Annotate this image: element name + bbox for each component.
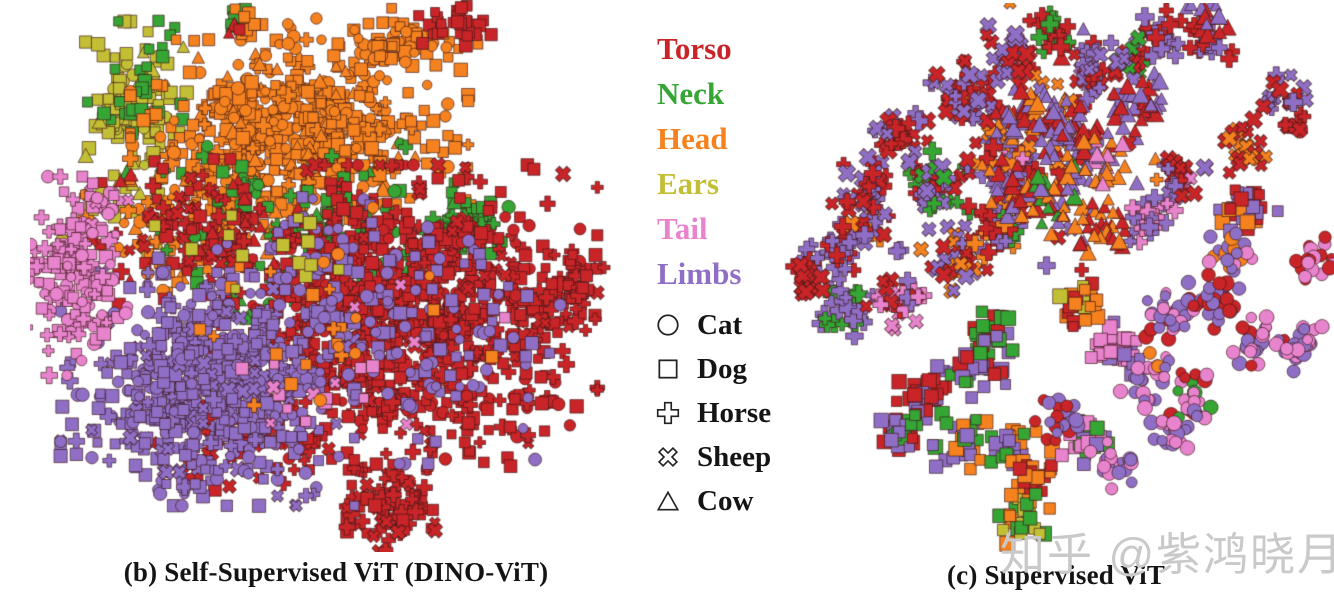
triangle-marker-icon xyxy=(655,488,685,514)
legend-animal-sheep: Sheep xyxy=(655,435,771,479)
circle-marker-icon xyxy=(655,312,685,338)
legend-animal-label: Dog xyxy=(697,352,747,385)
dino-vit-scatter-plot xyxy=(30,0,642,552)
legend-part-head: Head xyxy=(657,121,728,156)
zhihu-watermark: 知乎 @紫鸿晓月 xyxy=(1000,529,1334,580)
square-marker-icon xyxy=(655,356,685,382)
legend-animal-horse: Horse xyxy=(655,391,771,435)
caption-dino-vit: (b) Self-Supervised ViT (DINO-ViT) xyxy=(123,557,549,587)
plus-cross-marker-icon xyxy=(655,400,685,426)
legend-part-ears: Ears xyxy=(657,166,719,201)
supervised-vit-scatter-plot xyxy=(778,3,1334,559)
animal-shape-legend: Cat Dog Horse Sheep Cow xyxy=(655,303,771,523)
legend-part-torso: Torso xyxy=(657,31,732,66)
legend-animal-label: Cow xyxy=(697,484,754,517)
legend-animal-label: Sheep xyxy=(697,440,772,473)
part-color-legend: Torso Neck Head Ears Tail Limbs xyxy=(657,26,741,296)
legend-animal-cow: Cow xyxy=(655,479,771,523)
legend-part-limbs: Limbs xyxy=(657,256,742,291)
legend-animal-cat: Cat xyxy=(655,303,771,347)
caption-supervised-vit: (c) Supervised ViT xyxy=(946,560,1166,590)
x-cross-marker-icon xyxy=(655,444,685,470)
legend-animal-label: Horse xyxy=(697,396,772,429)
legend-part-neck: Neck xyxy=(657,76,725,111)
legend-animal-label: Cat xyxy=(697,308,743,341)
legend-part-tail: Tail xyxy=(657,211,708,246)
legend-animal-dog: Dog xyxy=(655,347,771,391)
